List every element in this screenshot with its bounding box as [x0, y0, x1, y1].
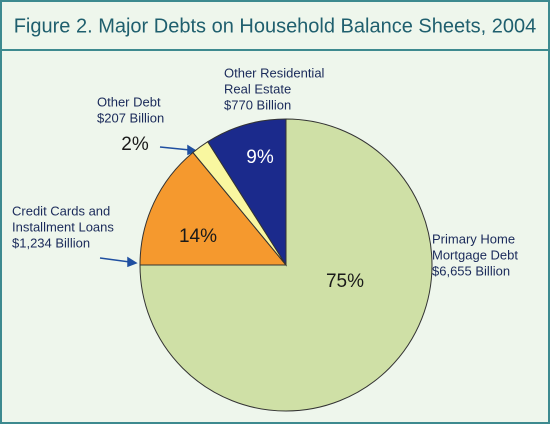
arrows — [99, 144, 198, 268]
value-label: 14% — [179, 226, 217, 247]
category-label: Mortgage Debt — [432, 247, 518, 262]
arrow-head — [127, 256, 138, 268]
amount-label: $770 Billion — [224, 97, 291, 112]
category-label: Other Debt — [97, 94, 161, 109]
category-label: Credit Cards and — [12, 203, 110, 218]
category-label: Installment Loans — [12, 219, 114, 234]
amount-label: $1,234 Billion — [12, 235, 90, 250]
arrow-head — [187, 144, 198, 156]
pie-slice — [207, 118, 287, 267]
value-label: 75% — [326, 271, 364, 292]
category-label: Other Residential — [224, 65, 325, 80]
amount-label: $207 Billion — [97, 110, 164, 125]
arrow — [99, 257, 131, 263]
pie-slice — [139, 151, 288, 266]
category-label: Real Estate — [224, 81, 291, 96]
category-label: Primary Home — [432, 231, 515, 246]
chart-title: Figure 2. Major Debts on Household Balan… — [14, 15, 537, 37]
value-label: 9% — [246, 147, 274, 168]
arrow — [159, 146, 191, 151]
value-label: 2% — [121, 134, 149, 155]
amount-label: $6,655 Billion — [432, 263, 510, 278]
